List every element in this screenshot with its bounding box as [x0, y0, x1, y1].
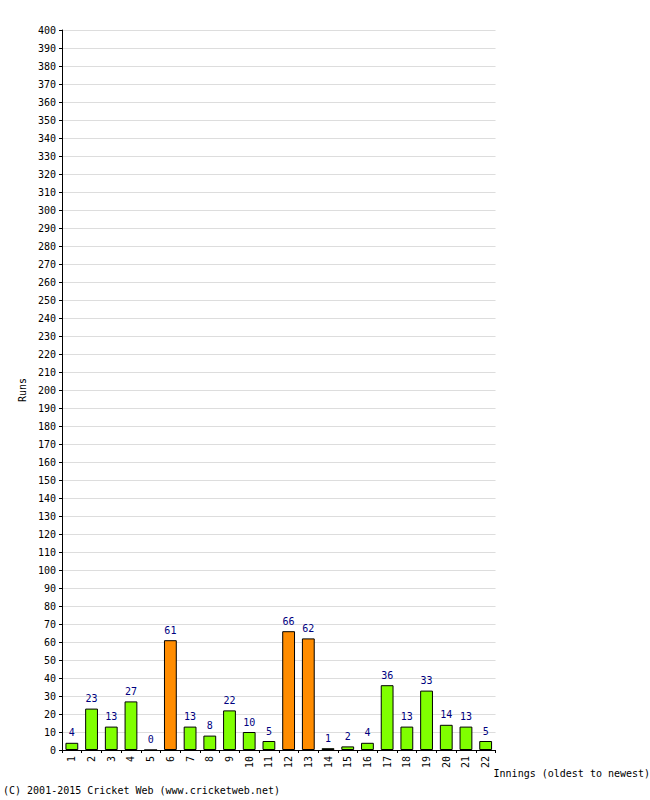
svg-text:17: 17	[382, 756, 393, 768]
svg-text:140: 140	[38, 493, 56, 504]
svg-text:33: 33	[421, 675, 433, 686]
svg-text:19: 19	[421, 756, 432, 768]
svg-text:50: 50	[44, 655, 56, 666]
svg-text:240: 240	[38, 313, 56, 324]
svg-text:100: 100	[38, 565, 56, 576]
svg-text:130: 130	[38, 511, 56, 522]
svg-text:70: 70	[44, 619, 56, 630]
svg-text:230: 230	[38, 331, 56, 342]
svg-text:340: 340	[38, 133, 56, 144]
svg-text:60: 60	[44, 637, 56, 648]
svg-text:13: 13	[105, 711, 117, 722]
svg-text:160: 160	[38, 457, 56, 468]
svg-text:200: 200	[38, 385, 56, 396]
svg-text:210: 210	[38, 367, 56, 378]
svg-text:1: 1	[325, 733, 331, 744]
svg-text:10: 10	[244, 756, 255, 768]
svg-text:15: 15	[342, 756, 353, 768]
svg-text:290: 290	[38, 223, 56, 234]
svg-text:8: 8	[204, 756, 215, 762]
svg-text:110: 110	[38, 547, 56, 558]
svg-text:80: 80	[44, 601, 56, 612]
svg-text:13: 13	[184, 711, 196, 722]
svg-text:180: 180	[38, 421, 56, 432]
svg-text:190: 190	[38, 403, 56, 414]
svg-text:220: 220	[38, 349, 56, 360]
svg-text:4: 4	[69, 727, 75, 738]
svg-text:7: 7	[185, 756, 196, 762]
svg-text:400: 400	[38, 25, 56, 36]
svg-text:320: 320	[38, 169, 56, 180]
svg-text:(C) 2001-2015 Cricket Web (www: (C) 2001-2015 Cricket Web (www.cricketwe…	[3, 785, 280, 796]
svg-text:5: 5	[266, 726, 272, 737]
svg-text:10: 10	[243, 717, 255, 728]
svg-text:30: 30	[44, 691, 56, 702]
svg-text:40: 40	[44, 673, 56, 684]
svg-text:120: 120	[38, 529, 56, 540]
svg-text:36: 36	[381, 670, 393, 681]
svg-text:18: 18	[401, 756, 412, 768]
svg-text:3: 3	[106, 756, 117, 762]
svg-text:380: 380	[38, 61, 56, 72]
svg-text:8: 8	[207, 720, 213, 731]
svg-text:280: 280	[38, 241, 56, 252]
svg-text:9: 9	[224, 756, 235, 762]
svg-text:13: 13	[303, 756, 314, 768]
svg-text:150: 150	[38, 475, 56, 486]
svg-text:13: 13	[401, 711, 413, 722]
svg-text:66: 66	[283, 616, 295, 627]
svg-text:0: 0	[50, 745, 56, 756]
svg-text:4: 4	[125, 756, 136, 762]
svg-text:5: 5	[483, 726, 489, 737]
svg-text:310: 310	[38, 187, 56, 198]
svg-text:390: 390	[38, 43, 56, 54]
svg-text:350: 350	[38, 115, 56, 126]
svg-text:90: 90	[44, 583, 56, 594]
svg-text:22: 22	[223, 695, 235, 706]
svg-text:2: 2	[345, 731, 351, 742]
svg-text:250: 250	[38, 295, 56, 306]
svg-text:270: 270	[38, 259, 56, 270]
svg-text:23: 23	[86, 693, 98, 704]
svg-text:1: 1	[66, 756, 77, 762]
svg-text:14: 14	[440, 709, 452, 720]
svg-text:10: 10	[44, 727, 56, 738]
svg-text:21: 21	[460, 756, 471, 768]
svg-text:27: 27	[125, 686, 137, 697]
svg-text:62: 62	[302, 623, 314, 634]
svg-text:4: 4	[364, 727, 370, 738]
svg-text:370: 370	[38, 79, 56, 90]
svg-text:20: 20	[44, 709, 56, 720]
svg-text:14: 14	[323, 756, 334, 768]
svg-text:300: 300	[38, 205, 56, 216]
svg-text:20: 20	[441, 756, 452, 768]
svg-text:5: 5	[145, 756, 156, 762]
svg-text:2: 2	[86, 756, 97, 762]
svg-text:260: 260	[38, 277, 56, 288]
svg-text:170: 170	[38, 439, 56, 450]
svg-text:Innings (oldest to newest): Innings (oldest to newest)	[494, 768, 650, 779]
svg-text:16: 16	[362, 756, 373, 768]
svg-text:22: 22	[480, 756, 491, 768]
svg-text:Runs: Runs	[17, 378, 28, 402]
svg-text:330: 330	[38, 151, 56, 162]
svg-text:11: 11	[263, 756, 274, 768]
svg-text:360: 360	[38, 97, 56, 108]
svg-text:12: 12	[283, 756, 294, 768]
svg-text:13: 13	[460, 711, 472, 722]
svg-text:6: 6	[165, 756, 176, 762]
svg-text:61: 61	[164, 625, 176, 636]
svg-text:0: 0	[148, 734, 154, 745]
